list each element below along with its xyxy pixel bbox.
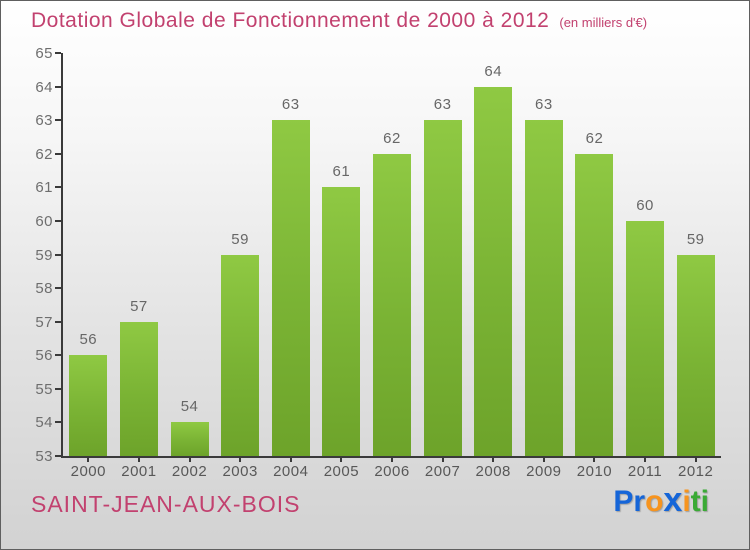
bar-value-label: 62 [585, 129, 604, 147]
y-axis-tick [55, 152, 61, 155]
x-axis-tick [441, 458, 444, 462]
y-axis-tick [55, 253, 61, 256]
x-axis-tick-label: 2003 [222, 463, 258, 480]
y-axis-tick [55, 387, 61, 390]
y-axis-tick [55, 455, 61, 457]
x-axis-tick-label: 2007 [424, 463, 461, 480]
bar [676, 254, 715, 456]
bar-value-label: 57 [130, 297, 148, 315]
x-axis-tick-label: 2000 [70, 463, 106, 480]
y-axis-tick [55, 119, 61, 122]
x-axis-line [61, 456, 721, 458]
y-axis-tick-label: 59 [35, 246, 53, 264]
bar [524, 120, 563, 456]
y-axis-tick [55, 52, 61, 54]
bar [119, 321, 158, 456]
y-axis-line [61, 53, 63, 458]
y-axis-tick-label: 58 [35, 280, 53, 298]
bar-value-label: 59 [231, 230, 249, 248]
x-axis-tick [391, 458, 393, 462]
y-axis-tick [55, 219, 61, 222]
y-axis-tick-label: 65 [35, 45, 53, 62]
x-axis-tick-label: 2004 [273, 463, 309, 480]
bar-value-label: 63 [535, 96, 553, 114]
x-axis-tick [644, 458, 647, 462]
bar [221, 254, 260, 456]
y-axis-tick [55, 421, 61, 424]
chart-title: Dotation Globale de Fonctionnement de 20… [31, 9, 550, 32]
x-axis-tick [188, 458, 191, 462]
bar [474, 86, 513, 456]
x-axis-tick-label: 2011 [627, 463, 663, 480]
bar [423, 120, 462, 456]
x-axis-tick [694, 458, 697, 462]
x-axis-tick [593, 458, 596, 462]
bar [626, 220, 665, 456]
chart-header: Dotation Globale de Fonctionnement de 20… [31, 9, 647, 33]
x-axis-tick [289, 458, 292, 462]
x-axis-tick-label: 2010 [576, 463, 613, 480]
y-axis-tick-label: 55 [35, 380, 53, 398]
x-axis-tick-label: 2002 [171, 463, 208, 480]
x-axis-tick [492, 458, 495, 462]
y-axis-tick [55, 287, 61, 290]
y-axis-tick [55, 186, 61, 189]
bar-value-label: 63 [281, 96, 300, 114]
bar-value-label: 62 [383, 129, 401, 147]
chart-subtitle: (en milliers d'€) [559, 15, 648, 30]
y-axis-tick-label: 64 [35, 78, 53, 96]
y-axis-tick-label: 56 [35, 347, 53, 365]
y-axis-tick-label: 60 [35, 212, 53, 230]
bar-value-label: 64 [484, 62, 503, 80]
bar [69, 355, 108, 456]
x-axis-tick-label: 2009 [526, 463, 562, 480]
x-axis-tick [340, 458, 343, 462]
y-axis-tick-label: 54 [35, 414, 53, 432]
bar-value-label: 56 [79, 331, 98, 349]
y-axis-tick-label: 57 [35, 313, 53, 331]
y-axis-tick-label: 61 [35, 179, 53, 197]
y-axis-tick [55, 320, 61, 323]
x-axis-tick-label: 2005 [323, 463, 360, 480]
bar [575, 153, 614, 456]
x-axis-tick-label: 2001 [121, 463, 157, 480]
x-axis-tick [542, 458, 545, 462]
y-axis-tick [55, 354, 61, 357]
bar-value-label: 59 [686, 230, 705, 248]
bar-value-label: 61 [332, 163, 351, 181]
x-axis-tick [87, 458, 90, 462]
bar-value-label: 54 [180, 398, 199, 416]
x-axis-tick-label: 2012 [678, 463, 714, 480]
x-axis-tick-label: 2008 [475, 463, 511, 480]
bar [170, 422, 209, 456]
y-axis-tick-label: 53 [35, 448, 53, 465]
y-axis-tick-label: 63 [35, 112, 53, 130]
y-axis-tick-label: 62 [35, 145, 53, 163]
bar [373, 153, 411, 456]
y-axis-tick [55, 85, 61, 88]
x-axis-tick [239, 458, 242, 462]
bar-value-label: 60 [636, 196, 654, 214]
x-axis-tick-label: 2006 [374, 463, 410, 480]
bar [271, 120, 310, 456]
bar [322, 187, 361, 456]
x-axis-tick [137, 458, 140, 462]
bar-value-label: 63 [433, 96, 452, 114]
